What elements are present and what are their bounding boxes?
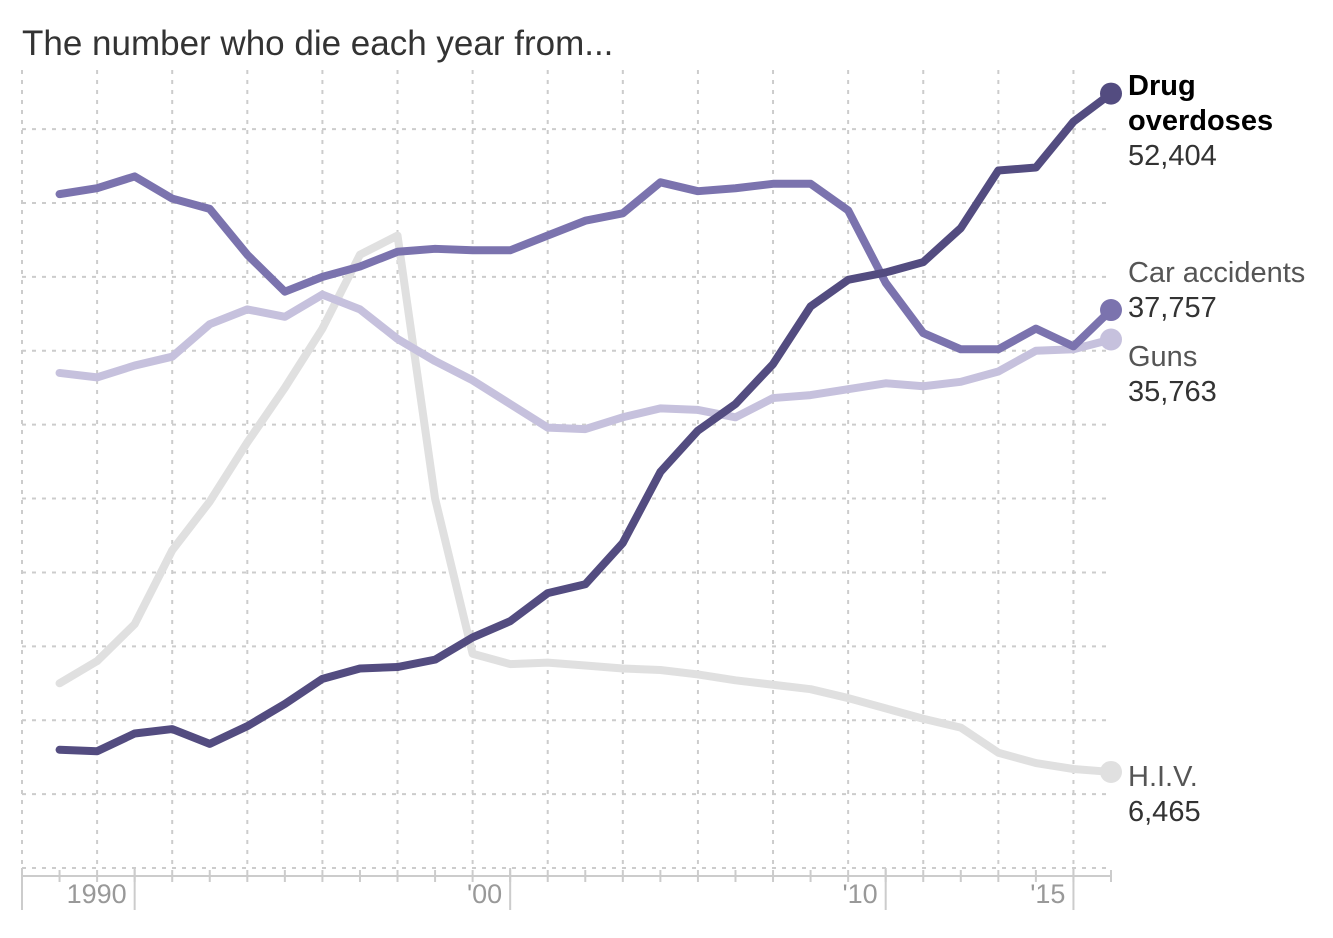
end-label-h-i-v: H.I.V.6,465 (1128, 761, 1201, 828)
series-name-label: H.I.V. (1128, 761, 1198, 793)
series-value-label: 35,763 (1128, 376, 1217, 408)
x-tick-label: 1990 (67, 879, 127, 909)
series-value-label: 37,757 (1128, 292, 1217, 324)
series-end-dot-drug-overdoses (1100, 82, 1122, 105)
series-line-h-i-v (55, 231, 1115, 776)
series-name-label: Drug (1128, 70, 1196, 102)
series-end-dot-car-accidents (1100, 299, 1122, 322)
series-end-dot-guns (1100, 328, 1122, 351)
x-tick-label: '10 (843, 879, 878, 909)
series-lines (55, 82, 1122, 783)
x-tick-label: '00 (467, 879, 502, 909)
x-tick-label: '15 (1030, 879, 1065, 909)
gridlines (21, 70, 1111, 869)
x-axis: 1990 '00 '10 '15 (21, 868, 1112, 910)
series-name-label: Car accidents (1128, 257, 1305, 289)
series-end-dot-h-i-v (1100, 760, 1122, 783)
series-line-guns (55, 290, 1115, 434)
series-line-drug-overdoses (55, 89, 1115, 756)
series-name-label: Guns (1128, 341, 1197, 373)
series-value-label: 6,465 (1128, 796, 1201, 828)
chart-title: The number who die each year from... (22, 24, 614, 63)
series-name-label: overdoses (1128, 105, 1273, 137)
series-value-label: 52,404 (1128, 140, 1217, 172)
series-line-car-accidents (55, 172, 1115, 354)
